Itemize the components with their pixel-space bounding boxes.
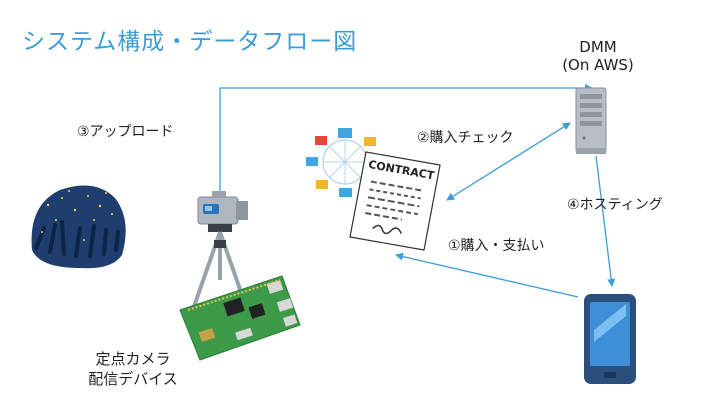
- smartphone-icon: [584, 294, 636, 384]
- camera-label-line1: 定点カメラ: [95, 350, 171, 368]
- camera-label: 定点カメラ 配信デバイス: [78, 349, 188, 389]
- check-label: ②購入チェック: [417, 130, 514, 146]
- upload-label: ③アップロード: [77, 124, 174, 140]
- server-label: DMM (On AWS): [548, 38, 648, 74]
- check-arrow: [446, 122, 571, 201]
- hosting-arrow: [595, 155, 616, 287]
- hosting-label: ④ホスティング: [567, 197, 663, 213]
- circuit-board-icon: [179, 275, 301, 361]
- upload-arrow: [219, 84, 593, 195]
- night-sky-icon: [31, 185, 126, 269]
- contract-document-icon: CONTRACT: [349, 151, 441, 251]
- camera-icon: [197, 191, 248, 225]
- server-name: DMM: [579, 38, 617, 56]
- camera-label-line2: 配信デバイス: [88, 370, 178, 388]
- purchase-label: ①購入・支払い: [448, 238, 545, 254]
- diagram-title: システム構成・データフロー図: [22, 29, 358, 55]
- purchase-arrow: [395, 252, 579, 298]
- server-icon: [575, 87, 607, 154]
- server-sub: (On AWS): [562, 56, 634, 74]
